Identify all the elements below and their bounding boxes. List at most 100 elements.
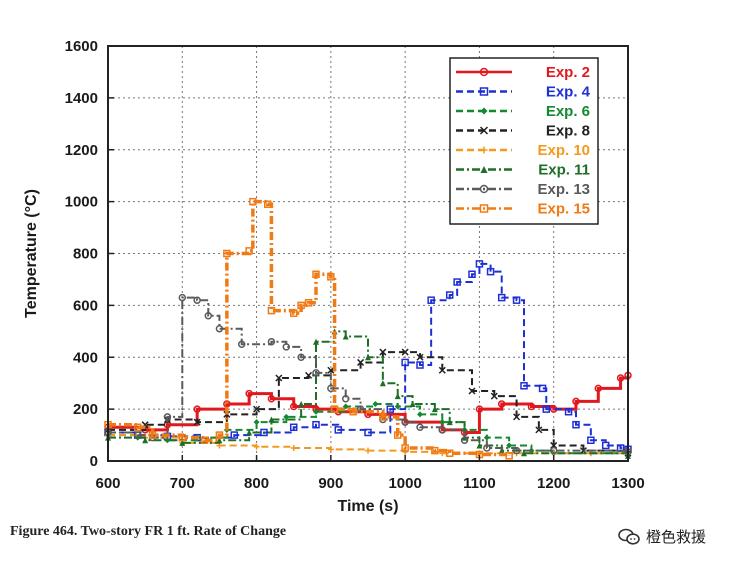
data-point-marker bbox=[402, 448, 409, 455]
data-point-marker bbox=[394, 393, 401, 400]
data-point-marker bbox=[445, 291, 454, 299]
x-tick-label: 1200 bbox=[537, 475, 570, 492]
chart: 0 200 400 600 800 1000 1200 1400 1600 600 700 800 90… bbox=[23, 38, 645, 515]
data-point-marker bbox=[253, 405, 261, 413]
data-point-marker bbox=[513, 413, 521, 421]
data-point-marker bbox=[142, 437, 149, 444]
data-point-marker bbox=[480, 146, 488, 154]
data-point-marker bbox=[204, 312, 213, 320]
x-tick-label: 800 bbox=[244, 475, 269, 492]
data-point-marker bbox=[475, 260, 484, 268]
data-point-marker bbox=[520, 382, 528, 390]
data-point-marker bbox=[475, 405, 484, 413]
legend-label: Exp. 8 bbox=[546, 123, 590, 140]
data-point-marker bbox=[312, 420, 320, 429]
data-point-marker bbox=[490, 392, 498, 400]
data-point-marker bbox=[327, 273, 335, 281]
legend-item: Exp. 10 bbox=[456, 142, 590, 159]
data-point-marker bbox=[506, 442, 513, 449]
data-point-marker bbox=[601, 441, 610, 450]
data-point-marker bbox=[438, 366, 446, 374]
data-point-marker bbox=[193, 405, 201, 413]
data-point-marker bbox=[549, 446, 558, 455]
data-point-marker bbox=[330, 405, 339, 413]
y-tick-label: 1600 bbox=[65, 38, 98, 55]
legend-label: Exp. 10 bbox=[537, 142, 590, 159]
legend-label: Exp. 11 bbox=[538, 162, 590, 179]
data-point-marker bbox=[416, 353, 424, 361]
legend-item: Exp. 13 bbox=[456, 181, 590, 198]
x-tick-label: 900 bbox=[318, 475, 343, 492]
data-point-marker bbox=[179, 439, 186, 446]
data-point-marker bbox=[460, 436, 469, 444]
data-point-marker bbox=[480, 166, 488, 173]
data-point-marker bbox=[521, 450, 527, 457]
legend-item: Exp. 15 bbox=[456, 201, 590, 218]
data-point-marker bbox=[483, 444, 491, 452]
y-tick-label: 200 bbox=[73, 401, 98, 418]
watermark-text: 橙色救援 bbox=[646, 528, 707, 546]
data-point-marker bbox=[542, 405, 551, 413]
data-point-marker bbox=[479, 204, 489, 213]
legend-item: Exp. 2 bbox=[456, 64, 590, 81]
data-point-marker bbox=[393, 431, 402, 439]
x-tick-label: 600 bbox=[95, 475, 120, 492]
data-point-marker bbox=[572, 420, 580, 429]
data-point-marker bbox=[486, 267, 495, 276]
data-point-marker bbox=[379, 413, 387, 421]
series-line bbox=[108, 199, 511, 457]
data-point-marker bbox=[379, 348, 387, 356]
data-point-marker bbox=[401, 418, 409, 426]
data-point-marker bbox=[527, 402, 536, 411]
data-point-marker bbox=[479, 126, 489, 135]
data-point-marker bbox=[164, 437, 171, 444]
data-point-marker bbox=[594, 384, 603, 393]
y-tick-label: 0 bbox=[90, 453, 98, 470]
data-point-marker bbox=[215, 431, 224, 439]
data-point-marker bbox=[356, 405, 365, 413]
data-point-marker bbox=[416, 423, 424, 432]
x-tick-label: 1100 bbox=[463, 475, 496, 492]
data-point-marker bbox=[427, 296, 435, 304]
legend-label: Exp. 6 bbox=[546, 103, 590, 120]
legend-label: Exp. 15 bbox=[537, 201, 590, 218]
data-point-marker bbox=[237, 340, 246, 349]
data-point-marker bbox=[572, 397, 580, 406]
legend: Exp. 2 Exp. 4 Exp. 6 Exp. 8 Exp. 10 Exp. 11 Ex… bbox=[449, 57, 599, 225]
data-point-marker bbox=[289, 423, 298, 432]
data-point-marker bbox=[417, 411, 423, 418]
data-point-marker bbox=[401, 358, 409, 367]
data-point-marker bbox=[133, 431, 142, 439]
data-point-marker bbox=[357, 358, 365, 366]
data-point-marker bbox=[268, 416, 275, 423]
data-point-marker bbox=[438, 426, 447, 434]
data-point-marker bbox=[365, 354, 371, 361]
legend-item: Exp. 6 bbox=[456, 103, 590, 120]
data-point-marker bbox=[267, 337, 276, 346]
data-point-marker bbox=[246, 429, 253, 436]
data-point-marker bbox=[282, 343, 291, 351]
data-point-marker bbox=[341, 395, 350, 403]
data-point-marker bbox=[334, 426, 343, 434]
watermark: 橙色救援 bbox=[618, 526, 706, 547]
data-point-marker bbox=[283, 413, 290, 420]
data-point-marker bbox=[313, 408, 319, 415]
data-point-marker bbox=[148, 431, 157, 439]
data-point-marker bbox=[245, 247, 253, 255]
data-point-marker bbox=[446, 419, 453, 426]
series-exp-2 bbox=[104, 371, 632, 437]
data-point-marker bbox=[512, 296, 521, 304]
legend-label: Exp. 2 bbox=[546, 64, 590, 81]
data-point-marker bbox=[505, 452, 513, 460]
data-point-marker bbox=[312, 369, 320, 377]
series-line bbox=[108, 375, 630, 434]
data-point-marker bbox=[200, 436, 209, 444]
data-point-marker bbox=[267, 395, 276, 403]
legend-item: Exp. 8 bbox=[456, 123, 590, 140]
data-point-marker bbox=[275, 374, 283, 382]
data-point-marker bbox=[386, 405, 395, 413]
data-point-marker bbox=[163, 413, 172, 421]
legend-label: Exp. 13 bbox=[537, 181, 590, 198]
data-point-marker bbox=[215, 324, 224, 333]
data-point-marker bbox=[312, 270, 320, 278]
